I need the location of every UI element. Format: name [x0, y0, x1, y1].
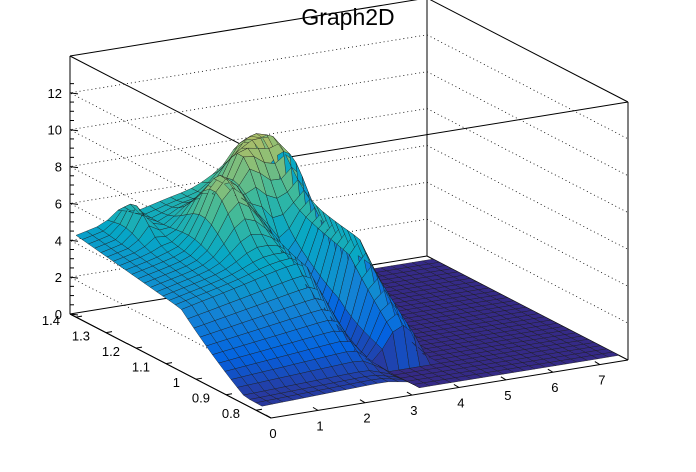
- x-tick-label: 0: [269, 426, 276, 441]
- y-tick: [255, 408, 263, 411]
- x-tick-label: 5: [504, 388, 511, 403]
- y-tick: [135, 346, 143, 349]
- z-tick-label: 12: [48, 86, 62, 101]
- x-tick: [265, 414, 272, 419]
- x-tick: [453, 384, 460, 388]
- z-tick: [69, 92, 79, 95]
- y-tick: [195, 377, 203, 380]
- x-tick: [594, 361, 601, 366]
- z-tick-label: 8: [55, 160, 62, 175]
- y-tick-label: 0.8: [222, 406, 240, 421]
- y-tick-label: 0.9: [192, 391, 210, 406]
- right-wall-edge: [429, 0, 629, 103]
- x-tick-label: 1: [316, 418, 323, 433]
- y-axis-line: [69, 313, 272, 419]
- z-tick-label: 2: [55, 270, 62, 285]
- x-tick: [406, 391, 413, 396]
- x-tick-label: 7: [598, 373, 605, 388]
- y-tick-label: 1: [173, 375, 180, 390]
- z-tick-label: 10: [48, 123, 62, 138]
- z-tick: [69, 276, 79, 279]
- y-tick: [165, 362, 173, 365]
- z-tick: [69, 202, 79, 205]
- left-wall-edge: [69, 55, 272, 161]
- x-axis-line: [270, 359, 629, 419]
- x-tick: [359, 399, 366, 404]
- front-top-edge: [270, 101, 629, 161]
- y-tick-label: 1.3: [72, 329, 90, 344]
- y-tick-label: 1.2: [102, 344, 120, 359]
- x-tick-label: 2: [363, 411, 370, 426]
- z-tick: [69, 166, 79, 169]
- z-tick: [69, 239, 79, 242]
- z-tick-label: 4: [55, 233, 62, 248]
- x-tick-label: 3: [410, 403, 417, 418]
- x-tick: [547, 368, 554, 373]
- x-tick: [500, 376, 507, 381]
- y-tick-label: 1.4: [42, 313, 60, 328]
- z-tick: [69, 313, 79, 316]
- x-tick: [312, 406, 319, 411]
- surface-cell: [601, 351, 620, 358]
- y-tick: [75, 315, 83, 318]
- x-tick-label: 6: [551, 380, 558, 395]
- back-wall-edge: [69, 0, 418, 57]
- y-tick: [105, 331, 113, 334]
- y-tick: [225, 393, 233, 396]
- z-tick: [69, 129, 79, 132]
- y-tick-label: 1.1: [132, 360, 150, 375]
- z-tick-label: 6: [55, 196, 62, 211]
- x-tick-label: 4: [457, 395, 464, 410]
- z-tick-label: 0: [55, 307, 62, 322]
- chart-title: Graph2D: [301, 4, 395, 30]
